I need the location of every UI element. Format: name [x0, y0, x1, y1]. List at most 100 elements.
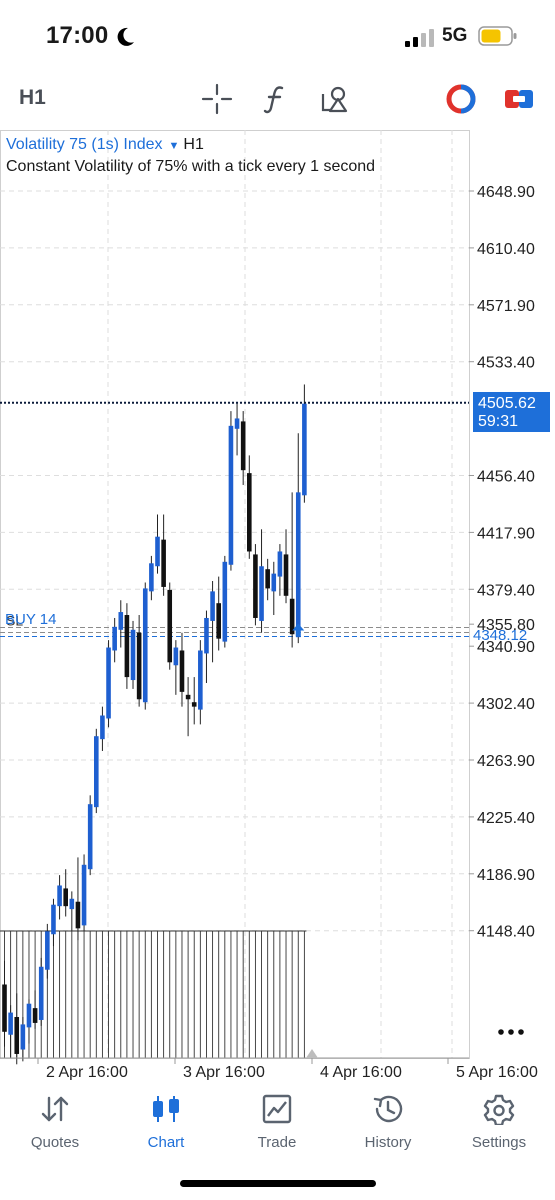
bullish-candle — [259, 566, 264, 621]
bullish-candle — [271, 573, 277, 592]
bearish-candle — [75, 901, 81, 929]
timeframe-button[interactable]: H1 — [19, 86, 46, 109]
price-axis-label: 4355.80 — [477, 617, 535, 634]
price-axis-label: 4610.40 — [477, 241, 535, 258]
bearish-candle — [161, 539, 166, 587]
bullish-candle — [87, 804, 93, 870]
price-axis-label: 4148.40 — [477, 924, 535, 941]
bearish-candle — [289, 598, 295, 635]
bullish-candle — [204, 617, 209, 654]
crosshair-icon[interactable] — [200, 82, 234, 116]
bullish-candle — [234, 418, 240, 429]
tab-label: Trade — [257, 1134, 297, 1151]
tab-trade[interactable]: Trade — [227, 1093, 327, 1155]
symbol-description: Constant Volatility of 75% with a tick e… — [6, 158, 376, 175]
history-icon — [373, 1095, 403, 1123]
bullish-candle — [228, 425, 234, 565]
bullish-candle — [38, 966, 44, 1020]
bearish-candle — [136, 632, 142, 700]
bullish-candle — [94, 736, 99, 808]
bullish-candle — [173, 647, 179, 666]
bullish-candle — [302, 403, 307, 496]
bar-countdown: 59:31 — [478, 413, 519, 430]
trade-tab-icon — [262, 1094, 292, 1124]
bullish-candle — [277, 551, 283, 577]
price-axis-label: 4263.90 — [477, 753, 535, 770]
bullish-candle — [198, 650, 203, 710]
bullish-candle — [57, 885, 62, 907]
bullish-candle — [51, 904, 56, 935]
more-icon[interactable] — [496, 1026, 526, 1038]
symbol-header[interactable]: Volatility 75 (1s) Index ▼ H1 — [6, 136, 204, 154]
price-axis-label: 4533.40 — [477, 355, 535, 372]
tab-history[interactable]: History — [338, 1093, 438, 1155]
chart-icon — [153, 1096, 179, 1122]
tab-settings[interactable]: Settings — [449, 1093, 549, 1155]
bearish-candle — [167, 589, 173, 663]
tab-quotes[interactable]: Quotes — [5, 1093, 105, 1155]
price-axis-label: 4186.90 — [477, 867, 535, 884]
bearish-candle — [63, 888, 68, 907]
bearish-candle — [185, 694, 191, 700]
symbol-timeframe: H1 — [183, 136, 204, 153]
tab-label: Settings — [471, 1134, 527, 1151]
price-chart[interactable]: 4648.90 4610.40 4571.90 4533.40 4456.40 4417.… — [0, 130, 555, 1080]
bullish-candle — [81, 864, 87, 926]
bearish-candle — [283, 554, 289, 596]
order-price: 4348.12 — [473, 627, 528, 644]
quotes-icon — [41, 1096, 69, 1122]
chart-area[interactable]: 4648.90 4610.40 4571.90 4533.40 4456.40 4417.… — [0, 130, 555, 1080]
bullish-candle — [45, 931, 50, 970]
bullish-candle — [210, 591, 215, 621]
price-axis-label: 4379.40 — [477, 582, 535, 599]
bearish-candle — [253, 554, 258, 618]
bearish-candle — [179, 650, 185, 692]
bullish-candle — [142, 588, 148, 703]
chart-toolbar: H1 — [0, 72, 555, 130]
bearish-candle — [14, 1017, 20, 1054]
price-axis-label: 4417.90 — [477, 525, 535, 542]
bullish-candle — [130, 629, 136, 681]
price-axis-label: 4648.90 — [477, 184, 535, 201]
chevron-down-icon[interactable]: ▼ — [168, 140, 180, 152]
tab-label: History — [364, 1134, 412, 1151]
bullish-candle — [20, 1024, 26, 1050]
chart-shift-marker-icon — [306, 1049, 318, 1058]
bullish-candle — [8, 1012, 13, 1035]
settings-icon — [483, 1094, 515, 1125]
symbol-name[interactable]: Volatility 75 (1s) Index — [6, 136, 163, 153]
status-bar: 17:00 5G — [0, 0, 555, 72]
bullish-candle — [118, 612, 124, 630]
battery-icon — [478, 26, 517, 46]
price-axis-label: 4340.90 — [477, 639, 535, 656]
price-axis-label: 4456.40 — [477, 469, 535, 486]
bullish-candle — [106, 647, 111, 719]
trade-icon[interactable] — [502, 82, 536, 116]
price-axis-label: 4302.40 — [477, 696, 535, 713]
bearish-candle — [240, 421, 246, 471]
bearish-candle — [265, 569, 270, 589]
tab-label: Quotes — [30, 1134, 80, 1151]
bullish-candle — [112, 626, 117, 651]
bullish-candle — [69, 898, 75, 910]
bearish-candle — [32, 1008, 38, 1023]
time-axis-label: 4 Apr 16:00 — [320, 1064, 402, 1080]
bullish-candle — [26, 1003, 32, 1028]
bullish-candle — [100, 715, 105, 740]
time-axis-label: 2 Apr 16:00 — [46, 1064, 128, 1080]
status-time: 17:00 — [46, 22, 109, 49]
bearish-candle — [2, 984, 7, 1032]
network-type: 5G — [442, 25, 468, 46]
bearish-candle — [216, 603, 221, 639]
current-price-tag: 4505.62 59:31 — [473, 392, 550, 432]
objects-icon[interactable] — [318, 82, 352, 116]
current-price: 4505.62 — [478, 395, 536, 412]
bullish-candle — [295, 492, 301, 638]
order-line-label[interactable]: BUY 14 — [5, 611, 57, 628]
price-axis-label: 4571.90 — [477, 298, 535, 315]
moon-icon — [117, 27, 134, 46]
time-axis-label: 5 Apr 16:00 — [456, 1064, 538, 1080]
one-click-trading-icon[interactable] — [444, 82, 478, 116]
tab-chart[interactable]: Chart — [116, 1093, 216, 1155]
indicators-icon[interactable] — [260, 82, 294, 116]
